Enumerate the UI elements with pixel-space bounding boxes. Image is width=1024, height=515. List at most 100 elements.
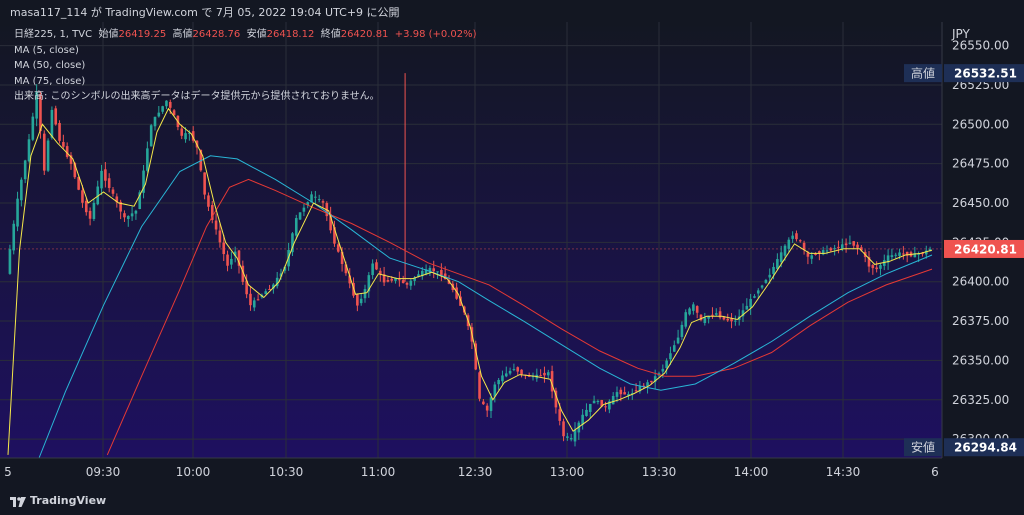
candle-body (791, 235, 794, 239)
candle-body (340, 251, 344, 264)
price-chart[interactable]: JPY 26300.0026325.0026350.0026375.002640… (0, 22, 1024, 488)
time-tick-label: 11:00 (361, 465, 396, 479)
candle-body (252, 300, 256, 308)
candle-body (810, 255, 814, 259)
low-tag (904, 438, 942, 457)
candle-body (188, 132, 191, 134)
candle-body (142, 170, 145, 193)
candle-body (619, 389, 623, 395)
candle-body (356, 294, 359, 306)
candle-body (917, 253, 920, 255)
candle-body (92, 202, 96, 219)
candle-body (39, 94, 42, 132)
candle-body (546, 372, 550, 376)
low-price-value: 26294.84 (954, 441, 1017, 455)
candle-body (478, 372, 481, 399)
time-tick-labels: 5 09:30 10:00 10:30 11:00 12:30 13:00 13:30 14:0… (4, 465, 939, 479)
candle-body (588, 403, 592, 412)
high-tag-label: 高値 (911, 66, 935, 81)
ma5-legend[interactable]: MA (5, close) (14, 44, 79, 56)
close-value: 26420.81 (340, 29, 389, 40)
candle-body (8, 249, 12, 274)
candle-body (512, 369, 516, 371)
candle-body (203, 172, 206, 195)
candle-body (371, 263, 374, 276)
candle-body (50, 109, 54, 138)
ohlc-row: 日経225, 1, TVC 始値26419.25 高値26428.76 安値26… (14, 27, 477, 43)
candle-body (46, 140, 50, 171)
price-tick-label: 26350.00 (952, 353, 1009, 367)
candle-body (245, 280, 248, 295)
time-tick-label: 5 (4, 465, 12, 479)
ma75-legend[interactable]: MA (75, close) (14, 75, 86, 87)
candle-body (840, 244, 844, 249)
candle-body (550, 371, 554, 392)
candle-body (734, 320, 737, 322)
candle-body (180, 128, 184, 136)
candle-body (825, 250, 829, 252)
candle-body (283, 266, 287, 271)
candle-body (638, 386, 642, 392)
candle-body (844, 243, 848, 246)
candle-body (367, 275, 371, 292)
high-price-value: 26532.51 (954, 67, 1017, 81)
candle-body (344, 264, 348, 274)
candle-body (321, 201, 325, 203)
candle-body (867, 257, 871, 267)
candle-body (627, 393, 630, 396)
candle-body (504, 373, 508, 377)
candle-body (363, 289, 367, 299)
candle-body (275, 277, 279, 287)
candle-body (386, 279, 390, 282)
candle-body (218, 230, 222, 243)
time-axis[interactable] (0, 458, 1024, 488)
candle-body (378, 270, 382, 275)
candle-body (905, 251, 909, 256)
candle-body (482, 401, 485, 405)
candle-body (62, 142, 65, 147)
candle-body (199, 149, 203, 171)
candle-body (852, 241, 856, 246)
candle-body (161, 106, 164, 112)
candle-body (837, 246, 840, 248)
candle-body (256, 299, 260, 301)
candle-body (921, 252, 924, 255)
ma50-legend[interactable]: MA (50, close) (14, 60, 86, 71)
candle-body (115, 196, 119, 203)
candle-body (310, 194, 313, 203)
footer-bar: TradingView (0, 488, 1024, 515)
candle-body (821, 250, 825, 255)
candle-body (508, 370, 512, 374)
candle-body (497, 379, 500, 385)
candle-body (268, 288, 271, 290)
candle-body (695, 306, 699, 313)
candle-body (902, 253, 905, 255)
candle-body (241, 265, 245, 282)
candle-body (73, 162, 77, 178)
candle-body (149, 125, 153, 147)
candle-body (543, 372, 546, 376)
candle-body (875, 267, 878, 270)
candle-body (795, 233, 798, 240)
candle-body (100, 170, 103, 189)
candle-body (688, 308, 691, 315)
candle-body (413, 277, 416, 281)
open-label: 始値 (98, 29, 119, 40)
publish-header: masa117_114 が TradingView.com で 7月 05, 2… (0, 0, 1024, 22)
high-label: 高値 (172, 29, 193, 40)
ma75-line (106, 178, 933, 456)
candle-body (237, 250, 241, 266)
candle-body (692, 304, 695, 311)
time-tick-label: 13:30 (642, 465, 677, 479)
candle-body (119, 201, 122, 212)
candle-body (592, 400, 596, 404)
plot-background (0, 22, 942, 458)
candle-body (924, 250, 928, 255)
candle-body (88, 210, 92, 219)
candle-body (711, 314, 714, 316)
candle-body (707, 316, 710, 319)
candle-body (184, 133, 187, 140)
candle-body (420, 270, 424, 277)
time-tick-label: 10:30 (269, 465, 304, 479)
candle-body (405, 282, 409, 285)
